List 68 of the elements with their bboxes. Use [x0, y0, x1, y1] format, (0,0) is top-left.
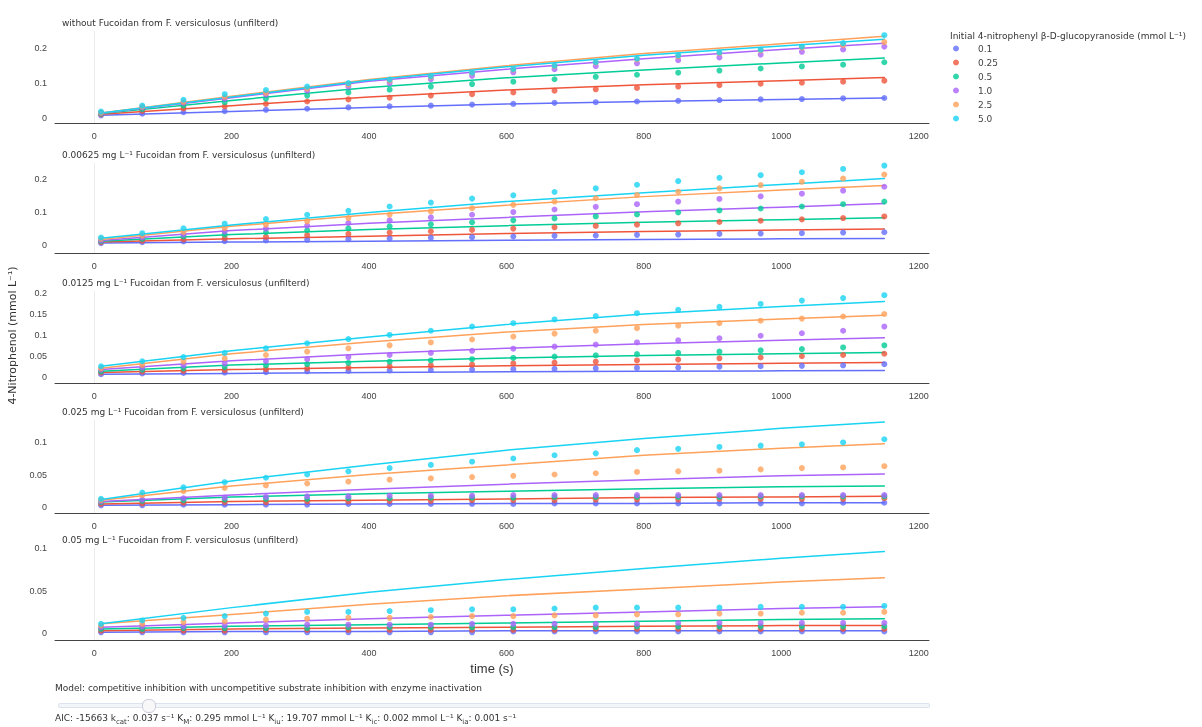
- x-tick-label: 1000: [771, 647, 792, 658]
- x-tick-label: 1000: [771, 520, 792, 531]
- x-tick-label: 400: [361, 647, 377, 658]
- y-tick-label: 0.1: [34, 78, 47, 89]
- legend-label: 0.1: [978, 43, 993, 54]
- x-tick-label: 600: [498, 260, 514, 271]
- y-tick-label: 0.15: [29, 309, 47, 319]
- x-tick-label: 800: [636, 130, 652, 141]
- legend-label: 0.5: [978, 71, 993, 82]
- text: AIC: -15663 k$_{cat}$: 0.037 s⁻¹ K$_{M}$: 0.295 mmol L⁻¹ K$_{iu}$: 19.707 mmol L⁻¹ K$_{ic}$: 0.002 mmol L⁻¹ K$_{ia}$: 0.001 s⁻¹: [55, 713, 517, 726]
- chart-title: without Fucoidan from F. versiculosus (unfilterd): [62, 17, 279, 28]
- x-tick-label: 1200: [908, 260, 929, 271]
- y-tick-label: 0.05: [29, 469, 47, 480]
- x-tick-label: 0: [91, 260, 97, 271]
- chart-title: 0.00625 mg L⁻¹ Fucoidan from F. versiculosus (unfilterd): [62, 149, 316, 160]
- y-tick-label: 0.1: [34, 329, 47, 340]
- x-tick-label: 1200: [908, 647, 929, 658]
- x-tick-label: 0: [91, 130, 97, 141]
- chart-title: 0.05 mg L⁻¹ Fucoidan from F. versiculosus (unfilterd): [62, 534, 299, 545]
- legend-label: 5.0: [978, 113, 993, 124]
- y-tick-label: 0: [41, 112, 47, 123]
- x-tick-label: 400: [361, 520, 377, 531]
- x-tick-label: 600: [498, 647, 514, 658]
- x-tick-label: 1200: [908, 390, 929, 401]
- y-tick-label: 0.1: [34, 543, 47, 553]
- x-tick-label: 1000: [771, 390, 792, 401]
- x-tick-label: 400: [361, 390, 377, 401]
- x-tick-label: 200: [224, 130, 240, 141]
- y-tick-label: 0: [41, 240, 47, 251]
- x-tick-label: 0: [91, 647, 97, 658]
- y-tick-label: 0: [41, 628, 47, 639]
- x-tick-label: 600: [498, 390, 514, 401]
- x-tick-label: 400: [361, 260, 377, 271]
- x-tick-label: 600: [498, 130, 514, 141]
- x-tick-label: 0: [91, 390, 97, 401]
- y-tick-label: 0.2: [34, 43, 47, 54]
- x-tick-label: 800: [636, 260, 652, 271]
- chart-title: 0.0125 mg L⁻¹ Fucoidan from F. versiculosus (unfilterd): [62, 277, 310, 288]
- y-tick-label: 0.1: [34, 437, 47, 448]
- y-axis-title: 4-Nitrophenol (mmol L⁻¹): [5, 266, 19, 405]
- x-tick-label: 1000: [771, 260, 792, 271]
- legend-label: 1.0: [978, 85, 993, 96]
- x-tick-label: 1000: [771, 130, 792, 141]
- y-tick-label: 0.05: [29, 585, 47, 596]
- y-tick-label: 0.1: [34, 207, 47, 218]
- x-tick-label: 1200: [908, 520, 929, 531]
- x-tick-label: 200: [224, 520, 240, 531]
- x-tick-label: 0: [91, 520, 97, 531]
- y-tick-label: 0.05: [29, 350, 47, 361]
- x-tick-label: 800: [636, 390, 652, 401]
- legend-label: 2.5: [978, 99, 993, 110]
- y-tick-label: 0: [41, 501, 47, 512]
- x-tick-label: 1200: [908, 130, 929, 141]
- x-tick-label: 200: [224, 647, 240, 658]
- x-tick-label: 200: [224, 390, 240, 401]
- legend-title: Initial 4-nitrophenyl β-D-glucopyranoside (mmol L⁻¹): [950, 30, 1186, 41]
- y-tick-label: 0.2: [34, 174, 47, 185]
- x-tick-label: 800: [636, 647, 652, 658]
- x-tick-label: 800: [636, 520, 652, 531]
- legend-label: 0.25: [978, 57, 999, 68]
- x-tick-label: 200: [224, 260, 240, 271]
- x-axis-title: time (s): [470, 661, 514, 676]
- x-tick-label: 400: [361, 130, 377, 141]
- text: Model: competitive inhibition with uncompetitive substrate inhibition with enzyme inactivation: [55, 683, 482, 693]
- y-tick-label: 0.2: [34, 288, 47, 299]
- x-tick-label: 600: [498, 520, 514, 531]
- chart-title: 0.025 mg L⁻¹ Fucoidan from F. versiculosus (unfilterd): [62, 406, 304, 417]
- y-tick-label: 0: [41, 371, 47, 382]
